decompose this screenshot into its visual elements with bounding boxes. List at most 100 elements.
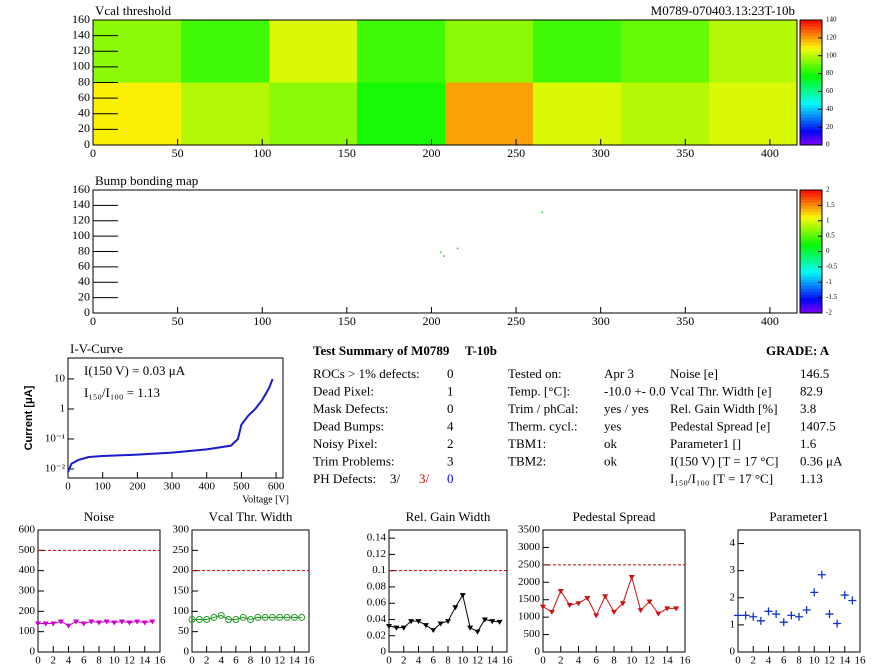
y-tick-label: 100: [173, 605, 190, 617]
colorbar-cell: [800, 288, 822, 292]
x-tick-label: 300: [164, 481, 181, 493]
colorbar-cell: [800, 116, 822, 121]
plot-frame: [191, 529, 310, 653]
summary-value: 2: [447, 436, 454, 451]
y-tick-label: 0.1: [372, 564, 386, 576]
plot-frame: [388, 529, 508, 653]
summary-value: 0: [447, 401, 454, 416]
y-tick-label: 60: [78, 259, 90, 273]
heatmap-cell: [181, 82, 269, 145]
marker: [210, 613, 218, 621]
colorbar-cell: [800, 266, 822, 271]
x-tick-label: 150: [338, 146, 356, 160]
iv-curve: [67, 378, 274, 473]
marker: [276, 613, 284, 621]
marker: [779, 618, 788, 627]
colorbar-cell: [800, 208, 822, 213]
marker: [467, 625, 474, 631]
summary-value: 3.8: [800, 401, 816, 416]
y-tick-label: 3: [730, 564, 736, 576]
y-tick-label: 0.08: [367, 580, 387, 592]
heatmap-cell: [709, 82, 797, 145]
series-line: [38, 620, 153, 627]
colorbar-cell: [800, 276, 822, 280]
colorbar-cell: [800, 26, 822, 30]
y-tick-label: 60: [78, 90, 90, 104]
x-tick-label: 100: [253, 146, 271, 160]
marker: [408, 619, 415, 625]
colorbar-cell: [800, 220, 822, 225]
y-tick-label: 4: [730, 537, 736, 549]
x-tick-label: 600: [268, 481, 285, 493]
y-tick-label: 40: [78, 274, 90, 288]
x-tick-label: 12: [472, 655, 483, 667]
x-tick-label: 10: [626, 655, 638, 667]
summary-label: TBM1:: [508, 436, 546, 451]
marker: [619, 601, 626, 607]
summary-value: 3: [447, 453, 454, 468]
colorbar-cell: [800, 91, 822, 96]
colorbar-cell: [800, 285, 822, 289]
x-tick-label: 0: [386, 655, 392, 667]
x-tick-label: 50: [172, 314, 184, 328]
summary-value: 82.9: [800, 383, 823, 398]
colorbar-label: 120: [826, 33, 837, 41]
colorbar-cell: [800, 269, 822, 274]
summary-label: Therm. cycl.:: [508, 418, 578, 433]
colorbar-cell: [800, 279, 822, 283]
y-tick-label: 150: [173, 585, 190, 597]
summary-label: Parameter1 []: [670, 436, 741, 451]
summary-value: yes / yes: [604, 401, 649, 416]
marker: [400, 625, 407, 631]
colorbar-cell: [800, 245, 822, 249]
colorbar-label: 140: [826, 16, 837, 24]
marker: [118, 619, 125, 625]
colorbar-label: -1: [826, 278, 832, 286]
colorbar-cell: [800, 101, 822, 105]
colorbar-label: 60: [826, 87, 834, 95]
x-tick-label: 4: [766, 655, 772, 667]
colorbar-cell: [800, 54, 822, 58]
marker: [795, 612, 803, 621]
marker: [496, 619, 503, 625]
x-tick-label: 14: [487, 655, 499, 667]
x-tick-label: 8: [96, 655, 102, 667]
heatmap-cell: [357, 20, 445, 83]
x-tick-label: 50: [172, 146, 184, 160]
colorbar-cell: [800, 70, 822, 74]
heatmap-cell: [709, 20, 797, 83]
colorbar-cell: [800, 273, 822, 277]
point: [541, 211, 543, 214]
marker: [575, 601, 582, 607]
heatmap-cell: [621, 20, 709, 83]
colorbar-label: 1.5: [826, 201, 835, 209]
marker: [430, 628, 437, 634]
plot-frame: [542, 529, 686, 653]
marker: [422, 623, 429, 629]
y-tick-label: 0.12: [367, 548, 386, 560]
colorbar-cell: [800, 196, 822, 200]
marker: [290, 613, 298, 621]
summary-value: 0: [447, 471, 454, 486]
marker: [203, 615, 211, 623]
marker: [593, 613, 600, 619]
marker: [833, 619, 842, 628]
y-tick-label: 20: [78, 121, 90, 135]
y-tick-label: 10⁻²: [45, 463, 66, 475]
x-tick-label: 4: [66, 655, 72, 667]
summary-label: I(150 V) [T = 17 °C]: [670, 453, 778, 468]
x-tick-label: 200: [129, 481, 146, 493]
y-tick-label: 1000: [518, 611, 541, 623]
summary-value: 0.36 μA: [800, 453, 843, 468]
x-tick-label: 0: [90, 314, 96, 328]
x-tick-label: 2: [751, 655, 757, 667]
summary-value: 0: [447, 366, 454, 381]
x-tick-label: 6: [431, 655, 437, 667]
series-line: [388, 593, 500, 633]
x-tick-label: 0: [735, 655, 741, 667]
marker: [141, 620, 148, 626]
marker: [646, 599, 653, 605]
x-tick-label: 0: [35, 655, 41, 667]
summary-value: ok: [604, 453, 618, 468]
marker: [566, 602, 573, 608]
